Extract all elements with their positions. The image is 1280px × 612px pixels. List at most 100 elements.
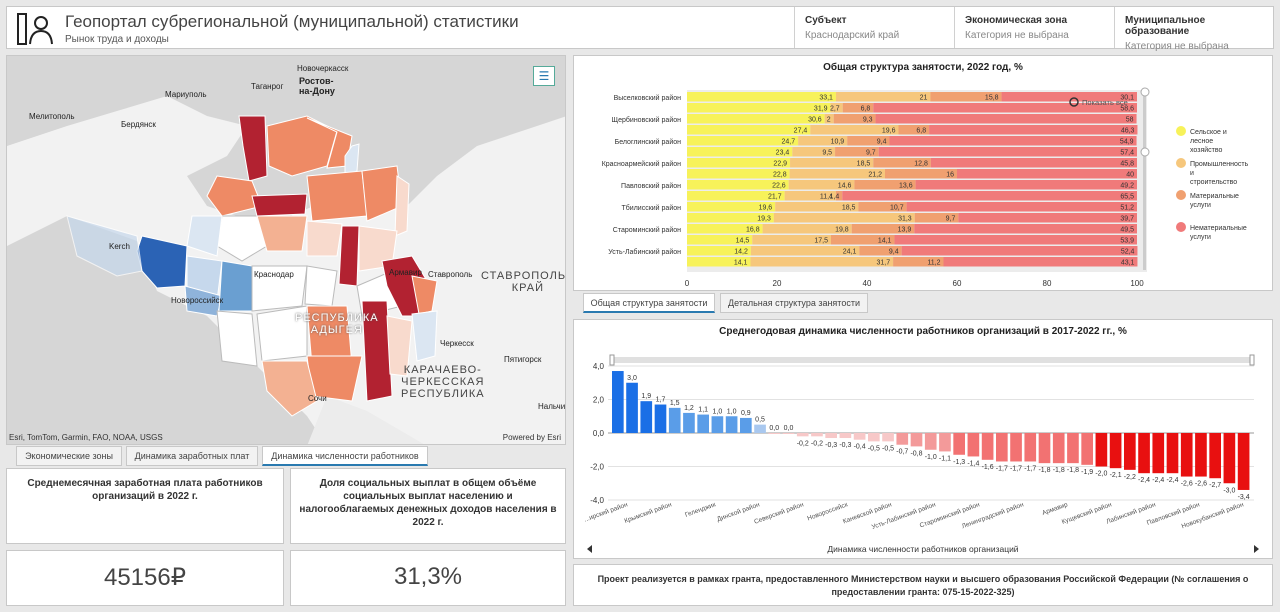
tab-general-employment[interactable]: Общая структура занятости xyxy=(583,293,715,313)
bar-segment xyxy=(835,147,879,157)
map-label-adygea: РЕСПУБЛИКА АДЫГЕЯ xyxy=(295,312,379,336)
bar-value-label: -0,8 xyxy=(910,450,922,457)
bar-value-label: 1,2 xyxy=(684,405,694,412)
kpi-salary-title: Среднемесячная заработная плата работник… xyxy=(27,478,263,502)
bar-segment xyxy=(929,125,1138,135)
dynamics-bar xyxy=(683,412,695,433)
bar-segment xyxy=(792,147,836,157)
bar-value-label: 19,6 xyxy=(882,128,896,135)
bar-segment xyxy=(835,191,843,201)
dynamics-bar xyxy=(1010,433,1022,462)
bar-segment xyxy=(687,180,789,190)
map-label-rostov: Ростов- на-Дону xyxy=(299,76,335,96)
x-tick-label: 0 xyxy=(685,279,690,288)
bar-value-label: 58 xyxy=(1126,117,1134,124)
tab-detailed-employment[interactable]: Детальная структура занятости xyxy=(720,293,868,313)
bar-segment xyxy=(873,103,1137,113)
dynamics-bar xyxy=(668,407,681,433)
bar-value-label: -0,7 xyxy=(896,449,908,456)
dynamics-bar xyxy=(939,433,951,452)
choropleth-map[interactable]: Новочеркасск Ростов- на-Дону Мариуполь Т… xyxy=(6,55,566,445)
map-label-kchr: КАРАЧАЕВО- ЧЕРКЕССКАЯ РЕСПУБЛИКА xyxy=(401,364,485,400)
municipality-value: Категория не выбрана xyxy=(1125,41,1229,52)
dynamics-bar xyxy=(740,417,752,433)
scroll-right-arrow-icon xyxy=(1254,545,1259,553)
bar-value-label: 24,7 xyxy=(782,139,796,146)
dynamics-bar xyxy=(1081,433,1093,465)
bar-value-label: 3,0 xyxy=(627,375,637,382)
bar-segment xyxy=(687,92,836,102)
bar-segment xyxy=(835,92,931,102)
map-canvas[interactable] xyxy=(7,56,566,445)
tab-salary-dynamics[interactable]: Динамика заработных плат xyxy=(126,446,258,466)
bar-value-label: 58,6 xyxy=(1120,106,1134,113)
bar-segment xyxy=(957,169,1137,179)
dynamics-bar xyxy=(910,433,923,447)
bar-value-label: 0,0 xyxy=(769,425,779,432)
vertical-scrollbar xyxy=(1143,90,1146,270)
scroll-left-arrow-icon xyxy=(587,545,592,553)
bar-value-label: -1,4 xyxy=(967,460,979,467)
bar-value-label: 1,5 xyxy=(670,400,680,407)
bar-segment xyxy=(833,114,876,124)
dynamics-bar xyxy=(1024,433,1037,462)
bar-segment xyxy=(851,224,915,234)
row-label: Щербиновский район xyxy=(612,116,682,124)
dynamics-bar xyxy=(654,404,667,433)
bar-segment xyxy=(687,213,774,223)
dynamics-bar xyxy=(1038,433,1051,464)
dynamics-bar xyxy=(882,433,894,442)
region-polygons[interactable] xyxy=(136,115,438,417)
dynamics-bar xyxy=(1180,433,1193,477)
tab-employee-dynamics[interactable]: Динамика численности работников xyxy=(262,446,428,466)
row-label: Тбилисский район xyxy=(622,204,682,212)
bar-segment xyxy=(901,246,1138,256)
bar-segment xyxy=(914,224,1137,234)
x-category-label: Крымский район xyxy=(623,500,673,525)
map-label-taganrog: Таганрог xyxy=(251,82,284,91)
municipality-selector[interactable]: Муниципальное образование Категория не в… xyxy=(1114,7,1274,52)
bar-value-label: 11,2 xyxy=(927,260,940,267)
bar-segment xyxy=(687,125,811,135)
dynamics-bar xyxy=(1237,433,1250,490)
map-label-sochi: Сочи xyxy=(308,394,327,403)
dynamics-chart[interactable]: 4,0 2,0 0,0 -2,0 -4,0 3,0 1,9 1,7 1,5 1,2 1,1 1,0 1,… xyxy=(574,320,1272,558)
dynamics-bar xyxy=(967,433,980,457)
dynamics-bar xyxy=(1195,433,1207,477)
employment-structure-chart[interactable]: 33,1 21 15,8 30,1 Выселковский район 31,9 2,7 6… xyxy=(574,56,1272,290)
scroll-handle-bottom xyxy=(1140,147,1150,157)
dynamics-bar xyxy=(640,401,653,433)
bar-value-label: 1,4 xyxy=(830,194,840,201)
app-subtitle: Рынок труда и доходы xyxy=(65,34,169,45)
bar-segment xyxy=(914,213,959,223)
subject-selector[interactable]: Субъект Краснодарский край xyxy=(794,7,954,48)
bar-segment xyxy=(906,202,1137,212)
map-attribution: Esri, TomTom, Garmin, FAO, NOAA, USGS xyxy=(9,433,163,442)
y-tick-label: -2,0 xyxy=(590,463,604,472)
dynamics-bar xyxy=(1138,433,1150,474)
bar-value-label: 22,8 xyxy=(773,172,787,179)
powered-by-esri[interactable]: Powered by Esri xyxy=(502,433,561,442)
map-label-kerch: Kerch xyxy=(109,242,130,251)
app-title: Геопортал субрегиональной (муниципальной… xyxy=(65,12,519,31)
kpi-social-card: Доля социальных выплат в общем объёме со… xyxy=(290,468,566,544)
legend-label: хозяйство xyxy=(1190,146,1222,154)
bar-segment xyxy=(687,246,751,256)
bar-value-label: -0,2 xyxy=(797,440,809,447)
kpi-social-value: 31,3% xyxy=(393,563,463,590)
dynamics-bar xyxy=(924,433,937,450)
bar-value-label: 45,8 xyxy=(1120,161,1134,168)
bar-value-label: 18,5 xyxy=(842,205,856,212)
bar-segment xyxy=(930,92,1002,102)
bar-segment xyxy=(687,202,776,212)
x-category-label: Северский район xyxy=(753,500,805,525)
economic-zone-selector[interactable]: Экономическая зона Категория не выбрана xyxy=(954,7,1114,48)
subject-value: Краснодарский край xyxy=(805,30,900,41)
dynamics-panel: Среднегодовая динамика численности работ… xyxy=(573,319,1273,559)
bar-value-label: 10,9 xyxy=(831,139,845,146)
tab-economic-zones[interactable]: Экономические зоны xyxy=(16,446,122,466)
subject-label: Субъект xyxy=(805,15,847,26)
bar-value-label: 57,4 xyxy=(1120,150,1134,157)
bar-segment xyxy=(687,169,790,179)
map-legend-list-icon[interactable]: ☰ xyxy=(533,66,555,86)
